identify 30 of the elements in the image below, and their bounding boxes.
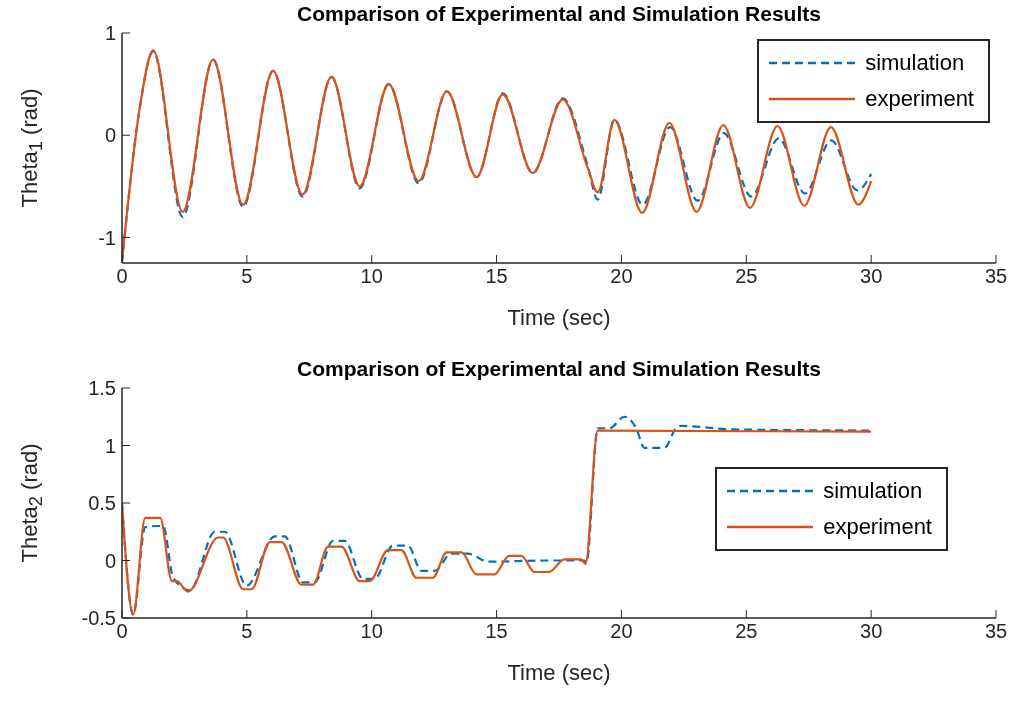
x-tick-label: 20	[610, 265, 633, 288]
chart-title: Comparison of Experimental and Simulation Results	[297, 2, 821, 25]
y-tick-label: 0	[104, 124, 116, 147]
y-tick-label: 0	[104, 549, 116, 572]
x-tick-label: 10	[360, 265, 383, 288]
legend-label: experiment	[865, 86, 974, 112]
x-axis-title: Time (sec)	[506, 305, 612, 331]
y-tick-label: 0.5	[88, 492, 116, 515]
x-tick-label: 25	[735, 265, 758, 288]
x-tick-label: 10	[360, 620, 383, 643]
legend-label: simulation	[865, 50, 965, 76]
x-tick-label: 5	[241, 265, 253, 288]
x-tick-label: 35	[984, 265, 1008, 288]
x-tick-label: 20	[610, 620, 633, 643]
legend-label: experiment	[823, 514, 932, 540]
x-tick-label: 15	[485, 620, 508, 643]
y-tick-label: 1	[104, 22, 116, 45]
y-tick-label: -0.5	[81, 607, 116, 630]
x-axis-title: Time (sec)	[506, 660, 612, 686]
y-tick-label: 1.5	[88, 377, 116, 400]
x-tick-label: 30	[860, 620, 883, 643]
x-tick-label: 25	[735, 620, 758, 643]
x-tick-label: 15	[485, 265, 508, 288]
y-tick-label: -1	[98, 226, 116, 249]
chart-title: Comparison of Experimental and Simulation Results	[297, 357, 821, 380]
x-tick-label: 35	[984, 620, 1008, 643]
legend-label: simulation	[823, 478, 923, 504]
y-tick-label: 1	[104, 434, 116, 457]
x-tick-label: 30	[860, 265, 883, 288]
x-tick-label: 5	[241, 620, 253, 643]
